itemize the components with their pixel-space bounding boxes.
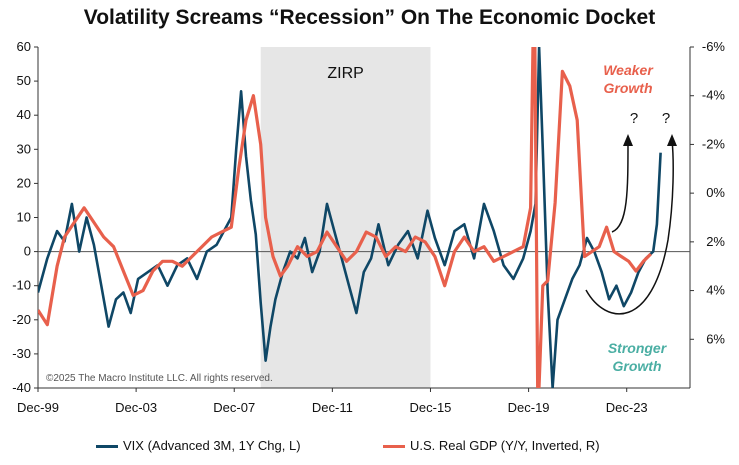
- right-tick-label: 2%: [706, 234, 725, 249]
- x-tick-label: Dec-11: [312, 400, 353, 415]
- legend-label-gdp: U.S. Real GDP (Y/Y, Inverted, R): [410, 438, 600, 453]
- legend-swatch-gdp: [383, 445, 405, 449]
- zirp-label: ZIRP: [327, 65, 363, 82]
- stronger-growth-label-line2: Growth: [613, 358, 662, 374]
- arrow-curve-left: [611, 139, 629, 233]
- legend-label-vix: VIX (Advanced 3M, 1Y Chg, L): [123, 438, 301, 453]
- right-tick-label: 0%: [706, 185, 725, 200]
- left-tick-label: -20: [12, 312, 31, 327]
- copyright-notice: ©2025 The Macro Institute LLC. All right…: [46, 373, 273, 384]
- arrowhead-left-icon: [623, 134, 633, 146]
- left-tick-label: 20: [17, 175, 31, 190]
- weaker-growth-label-line1: Weaker: [603, 62, 654, 78]
- right-tick-label: -6%: [702, 39, 726, 54]
- arrow-curve-right: [585, 139, 674, 315]
- x-tick-label: Dec-07: [213, 400, 255, 415]
- left-tick-label: 40: [17, 107, 31, 122]
- left-tick-label: -40: [12, 380, 31, 395]
- series-line-vix: [38, 47, 662, 388]
- legend-swatch-vix: [96, 445, 118, 449]
- x-tick-label: Dec-99: [17, 400, 59, 415]
- left-tick-label: -30: [12, 346, 31, 361]
- stronger-growth-label-line1: Stronger: [608, 340, 668, 356]
- x-tick-label: Dec-19: [508, 400, 550, 415]
- question-mark-1: ?: [630, 110, 638, 127]
- arrowhead-right-icon: [667, 134, 677, 146]
- right-tick-label: -2%: [702, 136, 726, 151]
- left-tick-label: 0: [24, 244, 31, 259]
- legend-item-gdp: U.S. Real GDP (Y/Y, Inverted, R): [383, 438, 600, 453]
- left-tick-label: -10: [12, 278, 31, 293]
- weaker-growth-label-line2: Growth: [604, 80, 653, 96]
- right-tick-label: 4%: [706, 283, 725, 298]
- x-tick-label: Dec-23: [606, 400, 648, 415]
- series-line-gdp: [38, 47, 652, 388]
- left-tick-label: 30: [17, 141, 31, 156]
- right-tick-label: 6%: [706, 331, 725, 346]
- x-tick-label: Dec-15: [410, 400, 452, 415]
- right-tick-label: -4%: [702, 88, 726, 103]
- question-mark-2: ?: [662, 110, 670, 127]
- chart-title: Volatility Screams “Recession” On The Ec…: [83, 6, 656, 29]
- left-tick-label: 60: [17, 39, 31, 54]
- left-tick-label: 50: [17, 73, 31, 88]
- zirp-shaded-region: [260, 47, 431, 388]
- x-tick-label: Dec-03: [115, 400, 157, 415]
- left-tick-label: 10: [17, 210, 31, 225]
- legend-item-vix: VIX (Advanced 3M, 1Y Chg, L): [96, 438, 301, 453]
